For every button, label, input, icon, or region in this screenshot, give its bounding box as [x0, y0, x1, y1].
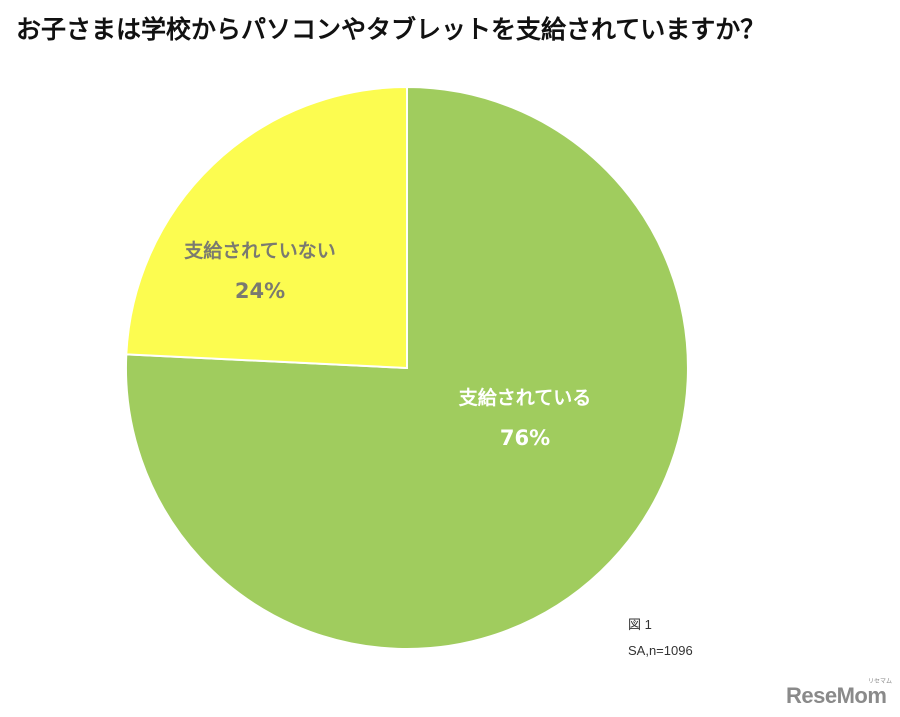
resemom-logo: ReseMom — [786, 683, 887, 708]
figure-number: 図 1 — [628, 617, 652, 632]
sample-size: SA,n=1096 — [628, 643, 693, 658]
label-not-supplied-pct: 24% — [234, 279, 286, 303]
logo-subtext: リセマム — [868, 679, 893, 685]
slice-supplied — [124, 85, 689, 650]
chart-title: お子さまは学校からパソコンやタブレットを支給されていますか？ — [16, 15, 766, 44]
figure-note: 図 1 SA,n=1096 — [628, 612, 693, 664]
label-supplied: 支給されている 76% — [430, 383, 620, 450]
label-not-supplied: 支給されていない 24% — [170, 236, 350, 303]
label-supplied-name: 支給されている — [458, 387, 592, 409]
slice-not-supplied — [125, 85, 408, 370]
label-not-supplied-name: 支給されていない — [184, 240, 336, 262]
label-supplied-pct: 76% — [499, 426, 551, 450]
